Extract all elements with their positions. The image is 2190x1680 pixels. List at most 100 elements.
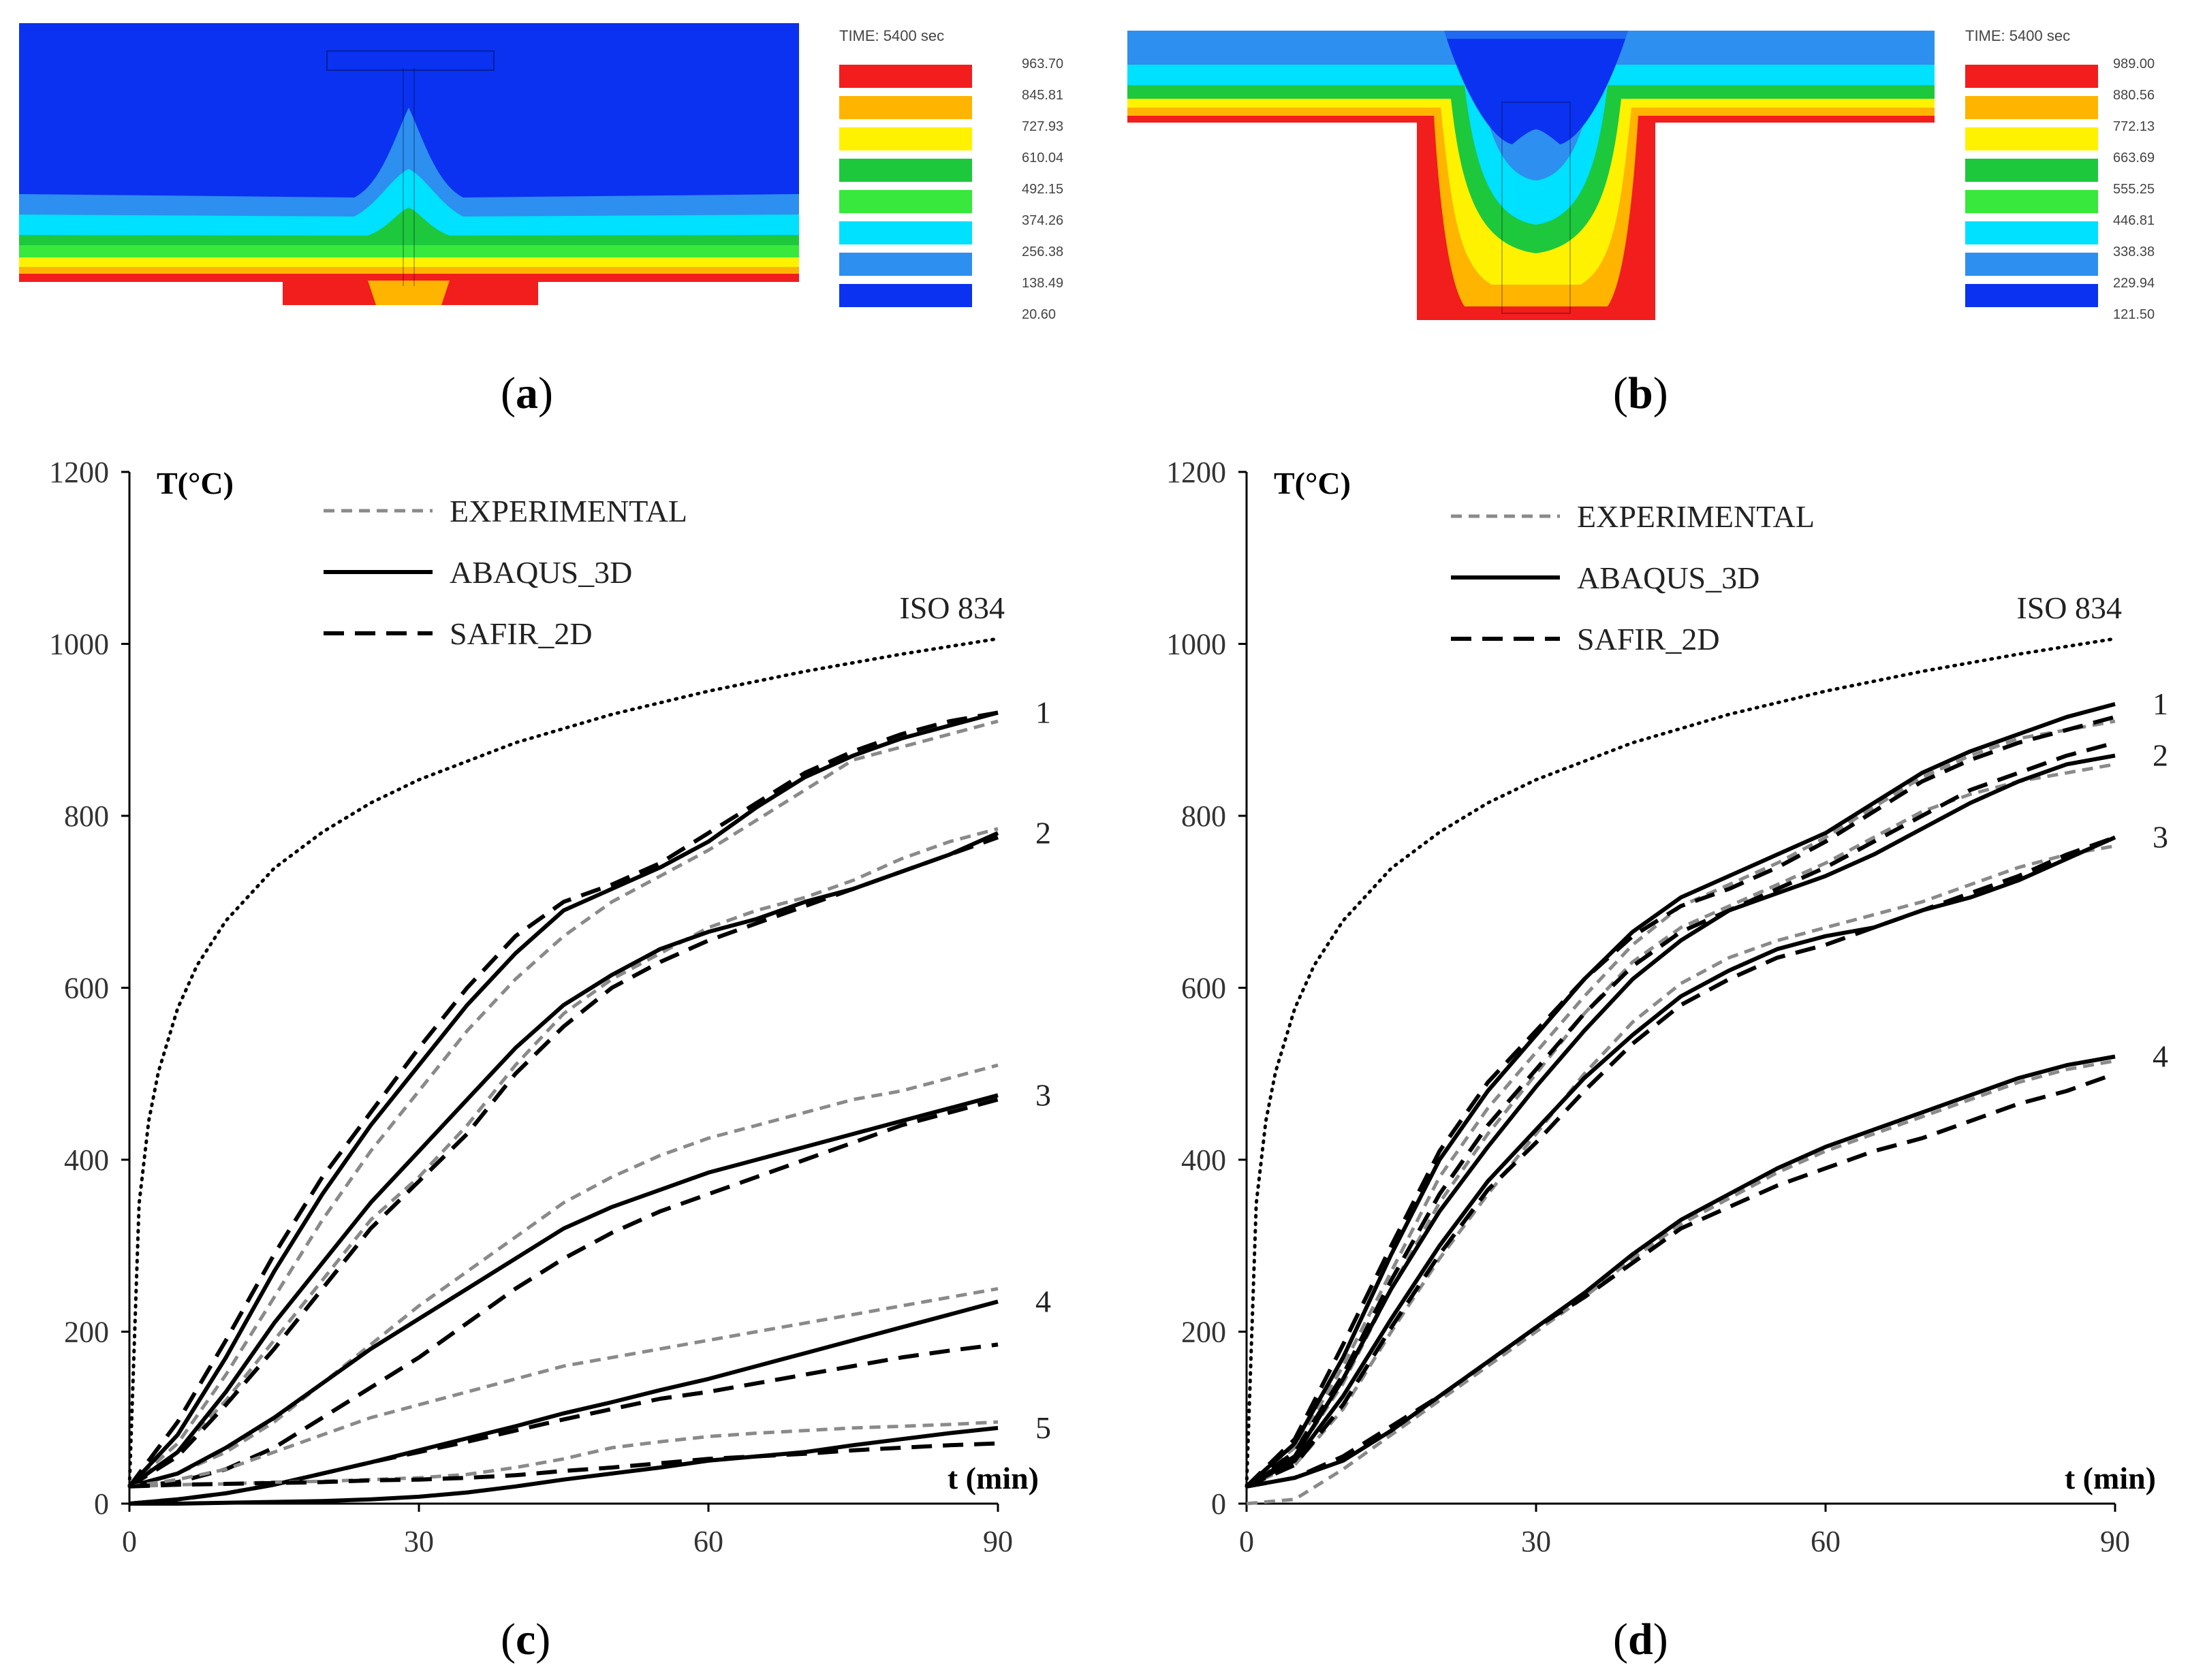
y-tick-label: 200 [64, 1316, 109, 1349]
y-tick-label: 800 [1181, 799, 1226, 833]
curve-label: 3 [1035, 1077, 1051, 1112]
legend-label-safir: SAFIR_2D [1577, 622, 1720, 656]
curve-label: 5 [1035, 1410, 1051, 1445]
line-chart-d: 0 200 400 600 800 1000 1200 0 30 60 90 T(°C) t (min)… [1166, 456, 2168, 1558]
legend-swatch [839, 159, 972, 182]
caption-a: (a) [501, 368, 553, 418]
legend-value: 121.50 [2113, 307, 2155, 322]
iso-834-curve [1245, 637, 2117, 1489]
zone-610 [19, 257, 799, 267]
legend-swatch [1965, 65, 2098, 88]
legend-swatch [839, 96, 972, 119]
legend-swatch [839, 127, 972, 150]
curve-2-safir [1245, 740, 2116, 1489]
legend-swatch [839, 284, 972, 307]
line-chart-c: 0 200 400 600 800 1000 1200 0 30 60 90 T(°C) t (min)… [49, 456, 1051, 1558]
legend-swatch [1965, 253, 2098, 276]
legend-value: 663.69 [2113, 150, 2155, 165]
legend-swatch [1965, 159, 2098, 182]
caption-b: (b) [1613, 368, 1668, 418]
y-tick-label: 1200 [1166, 456, 1226, 489]
contour-panel-b: TIME: 5400 sec 989.00 880.56 772.13 663.69 5… [1090, 0, 2190, 436]
legend-value: 229.94 [2113, 276, 2155, 291]
y-tick-label: 1000 [49, 628, 109, 661]
section-outline [326, 50, 495, 71]
downstand-core [368, 281, 450, 305]
y-tick-label: 200 [1181, 1316, 1226, 1349]
curve-5-safir [129, 1441, 999, 1489]
legend-value: 256.38 [1022, 244, 1064, 259]
curve-2-abaqus [1245, 753, 2116, 1489]
time-label: TIME: 5400 sec [839, 27, 945, 44]
legend-value: 338.38 [2113, 244, 2155, 259]
curve-4-experimental [129, 1286, 999, 1489]
x-tick-label: 0 [1239, 1525, 1254, 1558]
iso-834-label: ISO 834 [899, 590, 1005, 625]
x-tick-label: 30 [1521, 1525, 1551, 1558]
legend-label-abaqus: ABAQUS_3D [1577, 560, 1759, 595]
curve-2-experimental [128, 827, 999, 1488]
contour-panel-a: TIME: 5400 sec 963.70 845.81 727.93 610.04 4… [0, 0, 1090, 436]
legend-swatch [839, 190, 972, 213]
legend-swatch [1965, 96, 2098, 119]
legend-value: 989.00 [2113, 57, 2155, 72]
curve-3-abaqus [1245, 835, 2116, 1489]
y-tick-label: 400 [1181, 1143, 1226, 1177]
curve-4-abaqus [129, 1299, 999, 1506]
legend-value: 374.26 [1022, 213, 1064, 228]
curve-label: 2 [2153, 738, 2168, 773]
legend-swatch [1965, 127, 2098, 150]
time-label: TIME: 5400 sec [1965, 27, 2071, 44]
y-axis-label: T(°C) [157, 466, 234, 501]
legend-value: 555.25 [2113, 182, 2155, 197]
chart-d: 0 200 400 600 800 1000 1200 0 30 60 90 T(°C) t (min)… [1090, 436, 2190, 1677]
y-tick-label: 600 [1181, 972, 1226, 1005]
legend-swatch [839, 221, 972, 244]
curve-1-experimental [128, 719, 999, 1488]
legend-label-experimental: EXPERIMENTAL [1577, 499, 1815, 534]
curve-label: 1 [2153, 686, 2168, 721]
color-legend [1965, 65, 2098, 315]
curve-label: 4 [2153, 1039, 2168, 1074]
legend-swatch [839, 253, 972, 276]
caption-d: (d) [1613, 1615, 1668, 1664]
y-tick-label: 0 [1211, 1487, 1226, 1521]
color-legend [839, 65, 972, 315]
legend-value: 727.93 [1022, 119, 1064, 134]
iso-834-label: ISO 834 [2016, 590, 2122, 625]
curve-3-experimental [1245, 844, 2116, 1489]
curve-label: 2 [1035, 815, 1051, 850]
x-tick-label: 0 [122, 1525, 137, 1558]
iso-834-curve [127, 637, 1000, 1489]
caption-c: (c) [501, 1615, 551, 1664]
legend-label-safir: SAFIR_2D [450, 616, 593, 651]
x-tick-label: 90 [983, 1525, 1013, 1558]
legend-swatch [1965, 190, 2098, 213]
curve-5-abaqus [129, 1425, 999, 1506]
y-tick-label: 1000 [1166, 628, 1226, 661]
legend-label-experimental: EXPERIMENTAL [450, 494, 687, 528]
cold-core [1444, 31, 1628, 144]
legend-value: 845.81 [1022, 88, 1064, 103]
legend-swatch [1965, 221, 2098, 244]
section-outline [1501, 101, 1571, 314]
curve-3-abaqus [129, 1093, 999, 1489]
legend-label-abaqus: ABAQUS_3D [450, 555, 632, 590]
zone-845 [19, 274, 799, 282]
curve-1-safir [1245, 714, 2116, 1488]
curve-3-safir [1245, 835, 2116, 1489]
y-tick-label: 0 [94, 1487, 109, 1521]
curve-2-safir [128, 835, 999, 1489]
curve-2-abaqus [128, 831, 999, 1489]
y-tick-label: 600 [64, 972, 109, 1005]
curve-label: 3 [2153, 820, 2168, 855]
legend-value: 880.56 [2113, 88, 2155, 103]
curve-4-abaqus [1246, 1054, 2116, 1489]
legend-value: 772.13 [2113, 119, 2155, 134]
curve-2-experimental [1245, 762, 2116, 1488]
curve-4-safir [1246, 1071, 2116, 1489]
curve-4-experimental [1246, 1059, 2116, 1506]
x-tick-label: 30 [404, 1525, 434, 1558]
zone-492 [19, 245, 799, 257]
x-tick-label: 90 [2100, 1525, 2130, 1558]
